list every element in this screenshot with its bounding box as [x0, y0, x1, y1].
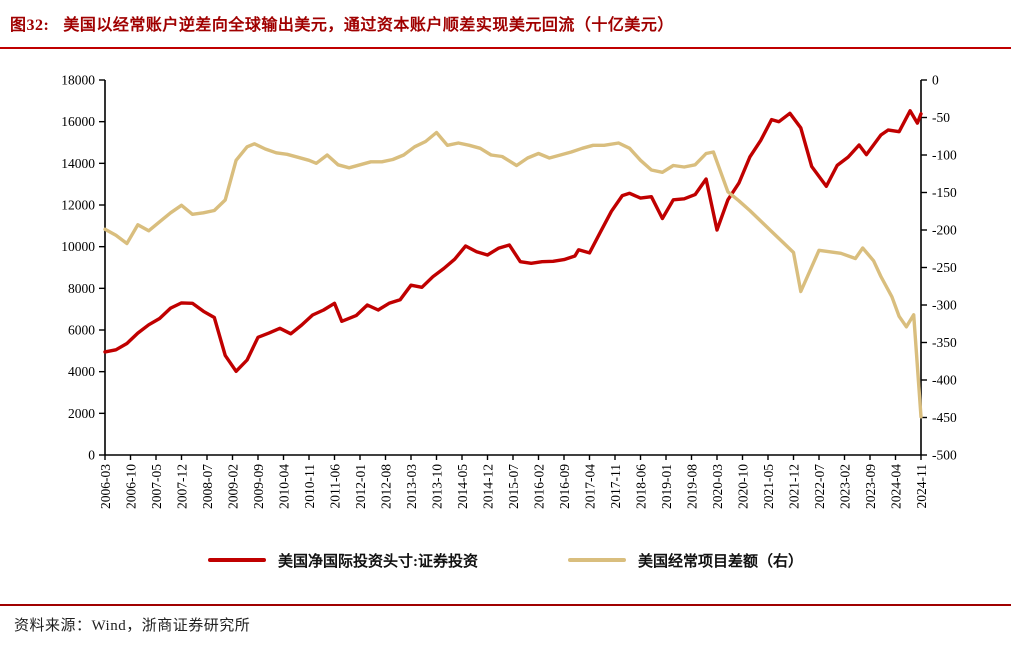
- svg-text:2024-04: 2024-04: [889, 464, 904, 509]
- svg-text:2000: 2000: [68, 406, 95, 421]
- svg-text:-400: -400: [932, 373, 957, 388]
- svg-text:-150: -150: [932, 185, 957, 200]
- svg-text:2009-02: 2009-02: [226, 464, 241, 509]
- legend: 美国净国际投资头寸:证券投资 美国经常项目差额（右）: [0, 548, 1011, 572]
- svg-text:2021-12: 2021-12: [787, 464, 802, 509]
- svg-text:-500: -500: [932, 448, 957, 463]
- svg-text:6000: 6000: [68, 323, 95, 338]
- svg-text:16000: 16000: [61, 114, 95, 129]
- red-line-swatch-icon: [207, 558, 266, 562]
- svg-text:2007-05: 2007-05: [149, 464, 164, 509]
- svg-text:2023-02: 2023-02: [838, 464, 853, 509]
- tan-line-swatch-icon: [567, 558, 626, 562]
- svg-text:2012-01: 2012-01: [353, 464, 368, 509]
- svg-text:-250: -250: [932, 260, 957, 275]
- svg-text:18000: 18000: [61, 73, 95, 88]
- svg-text:2021-05: 2021-05: [761, 464, 776, 509]
- svg-text:2010-04: 2010-04: [277, 464, 292, 509]
- svg-text:2009-09: 2009-09: [251, 464, 266, 509]
- title-divider: [0, 47, 1011, 49]
- svg-text:-450: -450: [932, 410, 957, 425]
- svg-text:2014-12: 2014-12: [481, 464, 496, 509]
- svg-text:2010-11: 2010-11: [302, 464, 317, 509]
- svg-text:2017-04: 2017-04: [583, 464, 598, 509]
- svg-text:0: 0: [88, 448, 95, 463]
- svg-text:8000: 8000: [68, 281, 95, 296]
- svg-text:2024-11: 2024-11: [914, 464, 929, 509]
- svg-text:2017-11: 2017-11: [608, 464, 623, 509]
- legend-item-red: 美国净国际投资头寸:证券投资: [207, 550, 478, 571]
- svg-text:-100: -100: [932, 148, 957, 163]
- svg-text:2016-09: 2016-09: [557, 464, 572, 509]
- source-note: 资料来源：Wind，浙商证券研究所: [14, 618, 251, 634]
- figure-number: 图32:: [10, 17, 50, 34]
- svg-text:4000: 4000: [68, 364, 95, 379]
- svg-text:2008-07: 2008-07: [200, 464, 215, 509]
- svg-text:2020-10: 2020-10: [736, 464, 751, 509]
- svg-text:0: 0: [932, 73, 939, 88]
- svg-text:2020-03: 2020-03: [710, 464, 725, 509]
- svg-text:2018-06: 2018-06: [634, 464, 649, 509]
- svg-text:12000: 12000: [61, 198, 95, 213]
- svg-text:-50: -50: [932, 110, 950, 125]
- legend-item-tan: 美国经常项目差额（右）: [567, 550, 803, 571]
- svg-text:2019-01: 2019-01: [659, 464, 674, 509]
- figure-title: 图32: 美国以经常账户逆差向全球输出美元，通过资本账户顺差实现美元回流（十亿美元…: [10, 11, 1000, 35]
- svg-text:2015-07: 2015-07: [506, 464, 521, 509]
- svg-text:-300: -300: [932, 298, 957, 313]
- svg-text:2016-02: 2016-02: [532, 464, 547, 509]
- svg-text:2012-08: 2012-08: [379, 464, 394, 509]
- svg-text:2013-03: 2013-03: [404, 464, 419, 509]
- svg-text:10000: 10000: [61, 239, 95, 254]
- figure-title-text: 美国以经常账户逆差向全球输出美元，通过资本账户顺差实现美元回流（十亿美元）: [63, 17, 674, 34]
- svg-text:14000: 14000: [61, 156, 95, 171]
- svg-text:2019-08: 2019-08: [685, 464, 700, 509]
- footer-divider: [0, 604, 1011, 606]
- svg-text:2006-10: 2006-10: [124, 464, 139, 509]
- svg-text:2023-09: 2023-09: [863, 464, 878, 509]
- svg-text:-200: -200: [932, 223, 957, 238]
- svg-text:2014-05: 2014-05: [455, 464, 470, 509]
- svg-text:2022-07: 2022-07: [812, 464, 827, 509]
- svg-text:2006-03: 2006-03: [98, 464, 113, 509]
- legend-label-tan: 美国经常项目差额（右）: [637, 553, 803, 570]
- svg-text:-350: -350: [932, 335, 957, 350]
- svg-text:2013-10: 2013-10: [430, 464, 445, 509]
- svg-text:2007-12: 2007-12: [175, 464, 190, 509]
- svg-text:2011-06: 2011-06: [328, 464, 343, 509]
- legend-label-red: 美国净国际投资头寸:证券投资: [277, 553, 478, 570]
